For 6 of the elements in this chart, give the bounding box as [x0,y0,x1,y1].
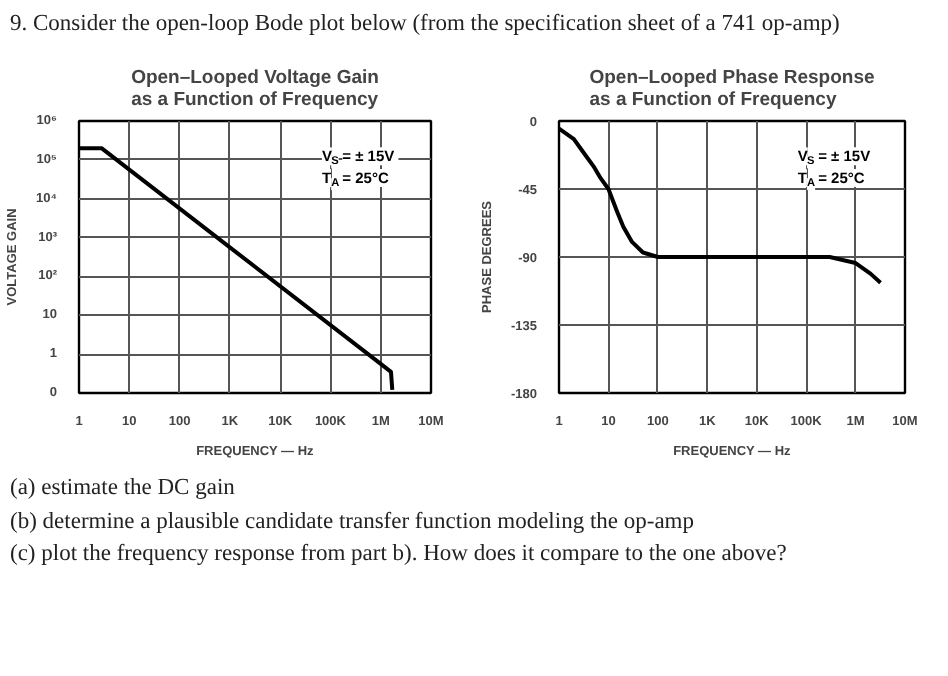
text: 9. Consider the open-loop Bode plot below (from the specification sheet of a 741 op-amp) [10,10,840,39]
text: (b) determine a plausible candidate transfer function modeling the op-amp [10,507,697,537]
chart-title: Open–Looped Phase Response as a Function of Frequency [589,67,875,112]
chart-title: Open–Looped Voltage Gain as a Function of Frequency [131,67,380,112]
text: (c) plot the frequency response from part b). How does it compare to the one above? [10,540,787,569]
text: (a) estimate the DC gain [10,474,237,504]
